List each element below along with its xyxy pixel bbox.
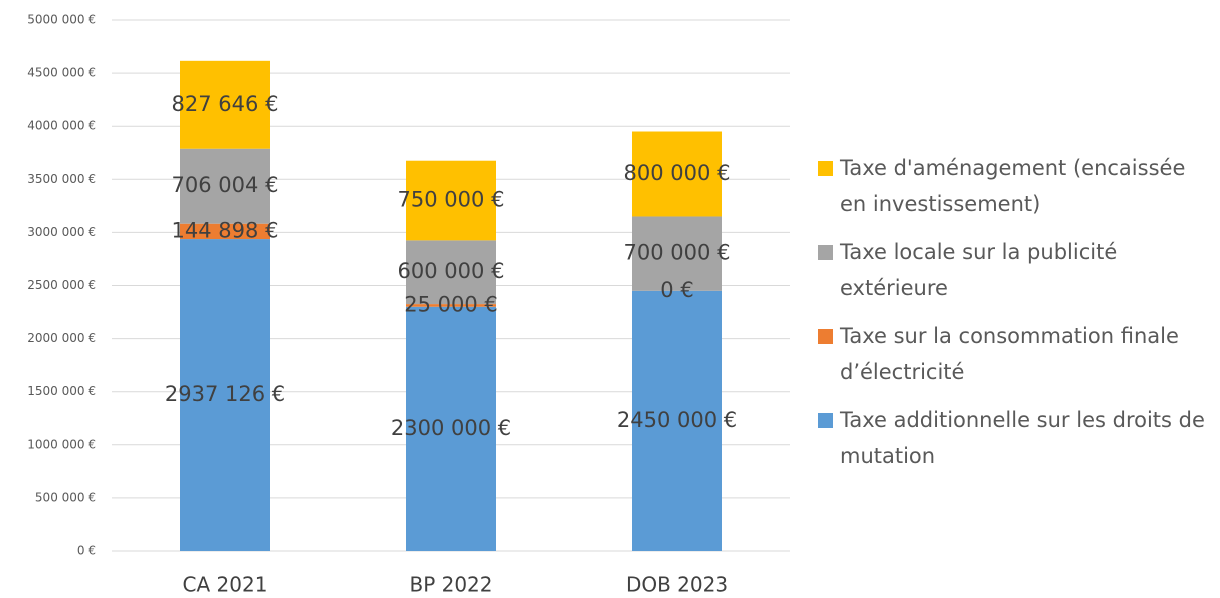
bar-segment <box>632 131 722 217</box>
y-tick-label: 0 € <box>77 544 96 558</box>
data-label: 2450 000 € <box>617 408 737 432</box>
legend-label: Taxe sur la consommation finale d’électr… <box>840 324 1179 384</box>
data-label: 750 000 € <box>398 188 505 212</box>
data-label: 800 000 € <box>624 161 731 185</box>
y-tick-label: 3500 000 € <box>27 172 96 186</box>
bar-segment <box>406 304 496 307</box>
legend-item: Taxe additionnelle sur les droits de mut… <box>818 402 1218 474</box>
data-label: 144 898 € <box>172 218 279 242</box>
legend-item: Taxe sur la consommation finale d’électr… <box>818 318 1218 390</box>
legend-swatch <box>818 161 833 176</box>
legend-swatch <box>818 413 833 428</box>
bar-segment <box>180 239 270 552</box>
bar-segment <box>632 216 722 291</box>
legend-item: Taxe locale sur la publicité extérieure <box>818 234 1218 306</box>
legend-swatch <box>818 245 833 260</box>
data-label: 0 € <box>660 278 693 302</box>
data-label: 25 000 € <box>404 292 498 316</box>
y-tick-label: 1500 000 € <box>27 384 96 398</box>
data-label: 2300 000 € <box>391 416 511 440</box>
y-tick-label: 4500 000 € <box>27 66 96 80</box>
legend-swatch <box>818 329 833 344</box>
data-label: 827 646 € <box>172 92 279 116</box>
x-tick-label: BP 2022 <box>409 573 492 597</box>
data-label: 2937 126 € <box>165 382 285 406</box>
y-tick-label: 4000 000 € <box>27 119 96 133</box>
bar-segment <box>406 160 496 241</box>
data-label: 600 000 € <box>398 259 505 283</box>
y-tick-label: 3000 000 € <box>27 225 96 239</box>
y-tick-label: 500 000 € <box>35 490 96 504</box>
x-tick-label: DOB 2023 <box>626 573 728 597</box>
legend-label: Taxe d'aménagement (encaissée en investi… <box>840 156 1186 216</box>
legend-label: Taxe additionnelle sur les droits de mut… <box>840 408 1205 468</box>
bar-segment <box>632 290 722 551</box>
chart: 0 € 500 000 € 1000 000 € 1500 000 € 2000 000… <box>27 13 790 597</box>
bar-segment <box>180 223 270 240</box>
bar-segment <box>180 60 270 149</box>
y-tick-label: 2500 000 € <box>27 278 96 292</box>
y-tick-label: 1000 000 € <box>27 437 96 451</box>
legend: Taxe d'aménagement (encaissée en investi… <box>818 150 1218 474</box>
y-tick-label: 5000 000 € <box>27 13 96 27</box>
bar-segment <box>180 148 270 224</box>
data-label: 706 004 € <box>172 173 279 197</box>
data-label: 700 000 € <box>624 241 731 265</box>
x-tick-label: CA 2021 <box>183 573 268 597</box>
legend-label: Taxe locale sur la publicité extérieure <box>840 240 1118 300</box>
bar-segment <box>406 306 496 551</box>
bar-segment <box>406 240 496 305</box>
legend-item: Taxe d'aménagement (encaissée en investi… <box>818 150 1218 222</box>
y-tick-label: 2000 000 € <box>27 331 96 345</box>
